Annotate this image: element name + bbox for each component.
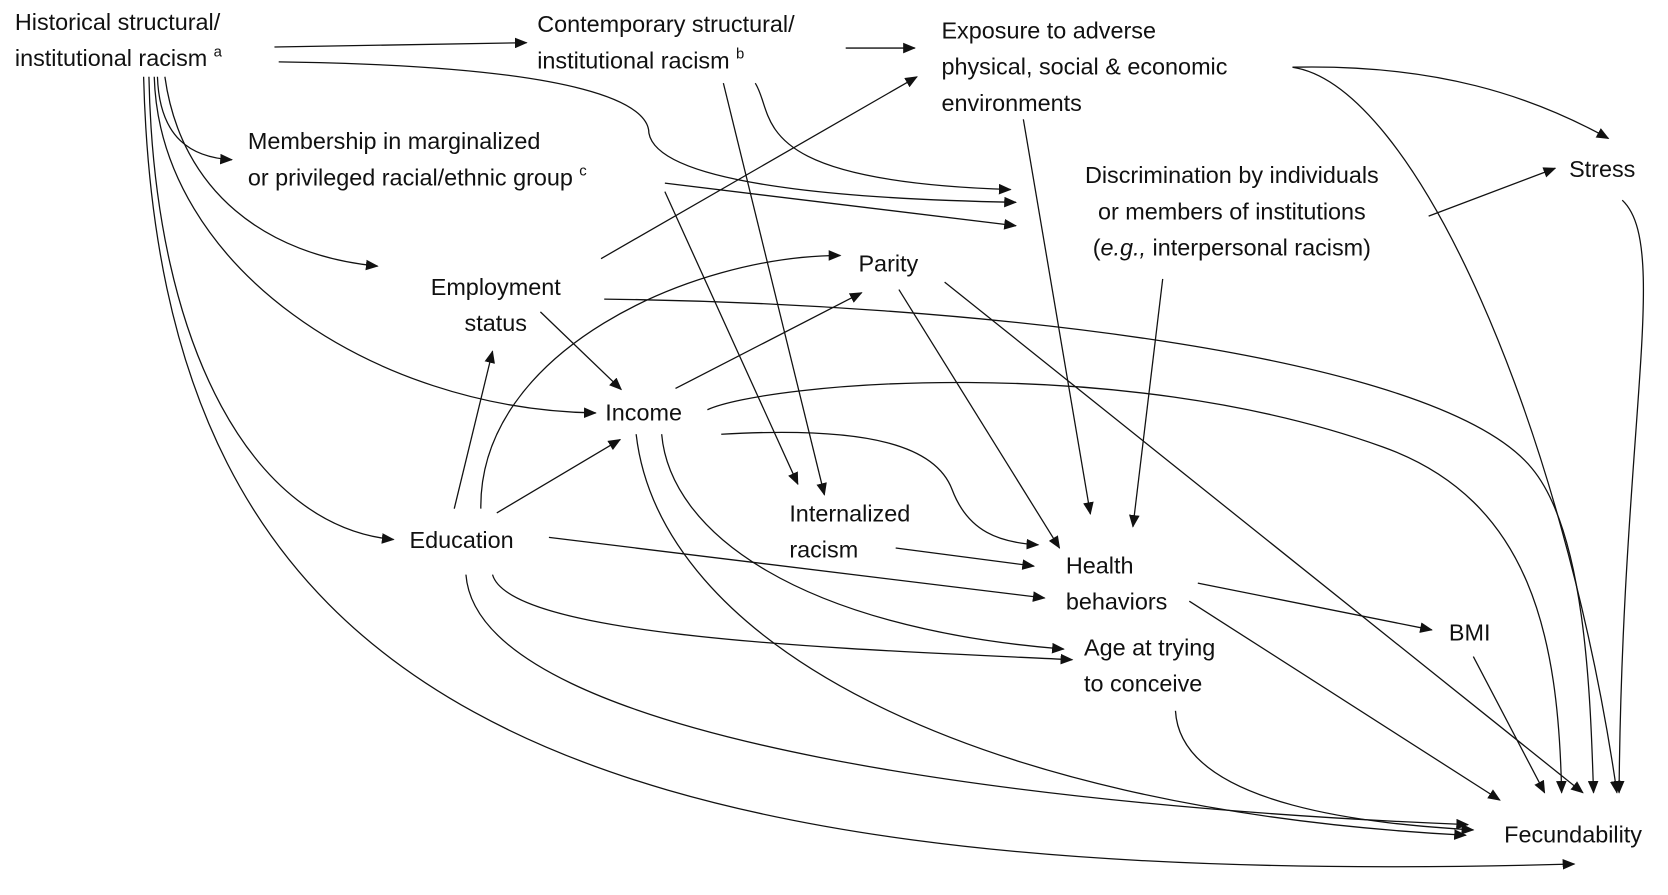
node-label: Employment xyxy=(431,274,561,300)
node-label: or privileged racial/ethnic group c xyxy=(248,164,587,191)
edge xyxy=(661,434,1065,654)
label-line: status xyxy=(465,310,527,336)
node-label: institutional racism b xyxy=(537,47,744,74)
node-label: Health xyxy=(1066,553,1134,579)
label-line: Exposure to adverse xyxy=(941,17,1156,43)
edge xyxy=(274,37,528,49)
node-label: Exposure to adverse xyxy=(941,17,1156,43)
edge xyxy=(754,82,1012,195)
node-label: racism xyxy=(789,537,858,563)
label-line: Stress xyxy=(1569,156,1635,182)
label-line: Health xyxy=(1066,553,1134,579)
label-line: Parity xyxy=(858,250,918,276)
label-line: behaviors xyxy=(1066,589,1167,615)
label-line: racism xyxy=(789,537,858,563)
label-line: Internalized xyxy=(789,500,910,526)
node-label: BMI xyxy=(1449,620,1491,646)
label-line: Employment xyxy=(431,274,561,300)
edge xyxy=(453,350,495,509)
edge xyxy=(1292,66,1610,140)
label-part: interpersonal racism) xyxy=(1146,234,1371,260)
edge xyxy=(1188,600,1501,801)
label-line: Contemporary structural/ xyxy=(537,11,795,37)
edge xyxy=(156,76,233,165)
label-line: to conceive xyxy=(1084,671,1202,697)
superscript: c xyxy=(579,164,587,180)
node-labels: Historical structural/institutional raci… xyxy=(15,9,1642,848)
edge xyxy=(148,76,395,544)
edge xyxy=(600,76,918,260)
label-line: or members of institutions xyxy=(1098,198,1366,224)
edge xyxy=(480,250,842,509)
node-label: status xyxy=(465,310,527,336)
edge xyxy=(664,191,799,486)
node-label: institutional racism a xyxy=(15,45,223,72)
node-label: Historical structural/ xyxy=(15,9,221,35)
node-label: Age at trying xyxy=(1084,634,1215,660)
edge xyxy=(153,76,597,419)
node-label: Contemporary structural/ xyxy=(537,11,795,37)
node-label: Parity xyxy=(858,250,918,276)
node-label: Membership in marginalized xyxy=(248,128,541,154)
edge xyxy=(1613,199,1645,794)
node-label: (e.g., interpersonal racism) xyxy=(1093,234,1371,260)
edge xyxy=(496,438,622,514)
edge xyxy=(1022,119,1094,516)
edge xyxy=(721,431,1040,550)
label-line: Membership in marginalized xyxy=(248,128,541,154)
edge xyxy=(142,76,1576,870)
node-label: Education xyxy=(410,527,514,553)
label-line: physical, social & economic xyxy=(941,54,1227,80)
edge xyxy=(1428,167,1557,217)
edge xyxy=(895,547,1036,570)
label-part: e.g., xyxy=(1101,234,1147,260)
superscript: b xyxy=(736,47,744,63)
node-label: environments xyxy=(941,90,1081,116)
edge xyxy=(465,574,1470,830)
label-line: Historical structural/ xyxy=(15,9,221,35)
label-line: Discrimination by individuals xyxy=(1085,162,1379,188)
edge xyxy=(164,76,379,271)
label-line: Age at trying xyxy=(1084,634,1215,660)
label-line: Fecundability xyxy=(1504,822,1642,848)
edge xyxy=(278,61,1017,208)
node-label: Internalized xyxy=(789,500,910,526)
node-label: to conceive xyxy=(1084,671,1202,697)
edges xyxy=(142,37,1645,870)
node-label: behaviors xyxy=(1066,589,1167,615)
node-label: physical, social & economic xyxy=(941,54,1227,80)
label-part: ( xyxy=(1093,234,1101,260)
edge xyxy=(1292,66,1621,794)
edge xyxy=(1129,278,1164,528)
edge xyxy=(944,281,1584,794)
label-line: Education xyxy=(410,527,514,553)
edge xyxy=(898,289,1061,549)
node-label: or members of institutions xyxy=(1098,198,1366,224)
edge xyxy=(1174,710,1475,835)
edge xyxy=(1197,582,1433,633)
label-line: or privileged racial/ethnic group xyxy=(248,164,573,190)
node-label: Income xyxy=(605,399,682,425)
edge xyxy=(664,182,1017,230)
edge xyxy=(548,536,1046,602)
edge xyxy=(491,574,1074,665)
superscript: a xyxy=(214,45,223,61)
edge xyxy=(707,381,1567,794)
edge xyxy=(722,83,827,496)
label-line: institutional racism xyxy=(15,45,207,71)
edge xyxy=(539,311,623,391)
node-label: Stress xyxy=(1569,156,1635,182)
label-line: Income xyxy=(605,399,682,425)
edge xyxy=(635,434,1467,840)
edge xyxy=(604,298,1599,794)
node-label: Fecundability xyxy=(1504,822,1642,848)
label-line: environments xyxy=(941,90,1081,116)
label-line: BMI xyxy=(1449,620,1491,646)
node-label: Discrimination by individuals xyxy=(1085,162,1379,188)
label-line: institutional racism xyxy=(537,47,729,73)
edge xyxy=(675,292,863,390)
edge xyxy=(1472,656,1546,794)
